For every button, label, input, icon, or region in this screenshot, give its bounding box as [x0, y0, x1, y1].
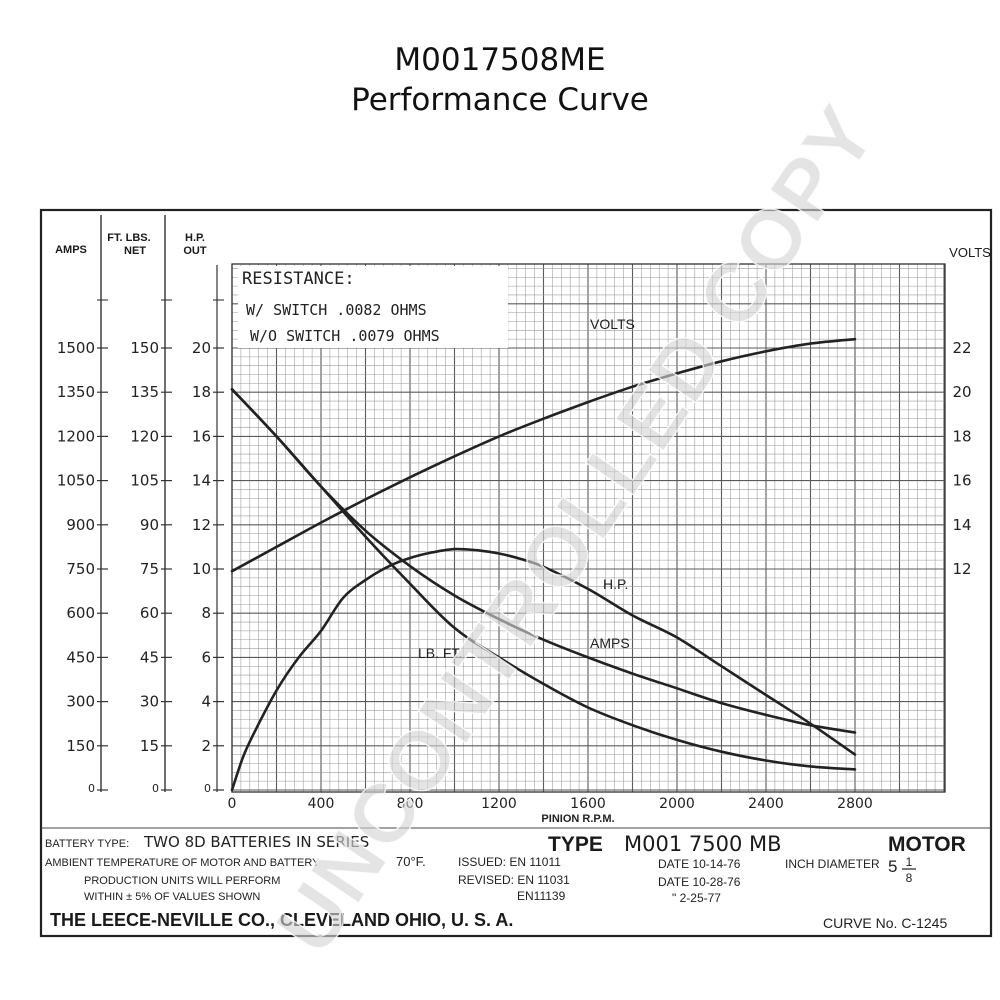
- x-tick-label: 800: [397, 796, 424, 812]
- y-tick-label-ft-lbs: 75: [140, 560, 159, 578]
- lbft-curve-label: LB. FT.: [418, 645, 462, 661]
- amps-axis-header: AMPS: [55, 244, 87, 256]
- volts-axis-header: VOLTS: [949, 245, 991, 260]
- y-tick-label-amps: 900: [66, 516, 95, 534]
- footer-battery-line: BATTERY TYPE: TWO 8D BATTERIES IN SERIES: [45, 833, 369, 851]
- y-tick-label-ft-lbs: 90: [140, 516, 159, 534]
- y-tick-label-ft-lbs: 105: [130, 472, 159, 490]
- resistance-without-switch: W/O SWITCH .0079 OHMS: [250, 327, 440, 345]
- x-axis-title: PINION R.P.M.: [541, 813, 614, 825]
- revised-en: REVISED: EN 11031: [458, 873, 570, 887]
- type-label: TYPE: [548, 833, 603, 856]
- page-title: M0017508ME: [394, 42, 606, 78]
- y-tick-label-ft-lbs: 120: [130, 427, 159, 445]
- y-tick-label-amps: 450: [66, 648, 95, 666]
- y-tick-label-amps: 1200: [57, 427, 95, 445]
- y-tick-label-ft-lbs: 135: [130, 383, 159, 401]
- y-tick-label-amps: 600: [66, 604, 95, 622]
- series-line-h-p: [230, 547, 857, 792]
- y-tick-label-amps: 1500: [57, 339, 95, 357]
- amps-curve-label: AMPS: [590, 635, 630, 651]
- volts-curve-label: VOLTS: [590, 316, 635, 332]
- x-tick-label: 1600: [570, 796, 606, 812]
- y-tick-label-amps: 1050: [57, 472, 95, 490]
- production-note-line1: PRODUCTION UNITS WILL PERFORM: [84, 875, 280, 887]
- hp-curve-label: H.P.: [603, 576, 628, 592]
- y-tick-label-hp: 20: [192, 339, 211, 357]
- issued-en: ISSUED: EN 11011: [458, 855, 561, 869]
- y-tick-label-ft-lbs: 30: [140, 693, 159, 711]
- x-tick-label: 2400: [748, 796, 784, 812]
- sheet-border: [39, 208, 993, 938]
- date-revised: DATE 10-28-76: [658, 875, 741, 889]
- y-tick-label-hp: 16: [192, 427, 211, 445]
- volts-tick-label: 20: [952, 383, 971, 401]
- curve-number: CURVE No. C-1245: [823, 915, 947, 931]
- plot-frame: [231, 263, 946, 793]
- x-tick-label: 2800: [837, 796, 873, 812]
- y-tick-label-ft-lbs: 15: [140, 737, 159, 755]
- y-tick-label-amps: 300: [66, 693, 95, 711]
- motor-label: MOTOR: [888, 833, 966, 856]
- page-header: M0017508ME Performance Curve: [0, 40, 1000, 120]
- y-tick-label-hp: 10: [192, 560, 211, 578]
- y-tick-label-hp: 12: [192, 516, 211, 534]
- y-tick-label-ft-lbs: 60: [140, 604, 159, 622]
- y-tick-label-hp: 0: [204, 782, 211, 795]
- battery-type-value: TWO 8D BATTERIES IN SERIES: [143, 833, 369, 851]
- x-tick-label: 1200: [481, 796, 517, 812]
- ftlbs-axis-header-2: NET: [124, 245, 146, 257]
- y-tick-label-hp: 18: [192, 383, 211, 401]
- resistance-label: RESISTANCE:: [242, 269, 355, 289]
- volts-tick-label: 16: [952, 472, 971, 490]
- x-tick-label: 400: [308, 796, 335, 812]
- hp-axis-header: H.P.: [185, 232, 205, 244]
- date-issued: DATE 10-14-76: [658, 857, 741, 871]
- volts-tick-label: 22: [952, 339, 971, 357]
- series-line-volts: [230, 337, 857, 573]
- inch-diameter-denominator: 8: [906, 871, 913, 885]
- y-tick-label-amps: 750: [66, 560, 95, 578]
- x-tick-label: 2000: [659, 796, 695, 812]
- y-tick-label-amps: 150: [66, 737, 95, 755]
- series-line-lb-ft: [230, 388, 857, 771]
- company-name: THE LEECE-NEVILLE CO., CLEVELAND OHIO, U…: [50, 910, 513, 930]
- page-subtitle: Performance Curve: [351, 82, 649, 118]
- x-tick-label: 0: [228, 796, 237, 812]
- y-tick-label-amps: 0: [88, 782, 95, 795]
- chart-series: [230, 337, 857, 792]
- volts-tick-label: 14: [952, 516, 971, 534]
- production-note-line2: WITHIN ± 5% OF VALUES SHOWN: [84, 891, 260, 903]
- resistance-box: [238, 266, 508, 348]
- volts-tick-label: 12: [952, 560, 971, 578]
- inch-diameter-label: INCH DIAMETER: [785, 857, 880, 871]
- revised-en-2: EN11139: [517, 889, 566, 903]
- y-tick-label-hp: 4: [201, 693, 211, 711]
- y-tick-label-hp: 2: [201, 737, 211, 755]
- y-tick-label-hp: 6: [201, 648, 211, 666]
- y-tick-label-ft-lbs: 0: [152, 782, 159, 795]
- ambient-temperature-label: AMBIENT TEMPERATURE OF MOTOR AND BATTERY: [45, 857, 320, 869]
- y-tick-label-hp: 14: [192, 472, 211, 490]
- inch-diameter-whole: 5: [888, 857, 897, 876]
- ambient-temperature-value: 70°F.: [396, 854, 426, 869]
- battery-type-label: BATTERY TYPE:: [45, 838, 129, 850]
- volts-tick-label: 18: [952, 427, 971, 445]
- y-tick-label-ft-lbs: 45: [140, 648, 159, 666]
- date-revised-2: " 2-25-77: [672, 891, 721, 905]
- y-tick-label-ft-lbs: 150: [130, 339, 159, 357]
- y-tick-label-amps: 1350: [57, 383, 95, 401]
- ftlbs-axis-header: FT. LBS.: [107, 232, 150, 244]
- chart-axes: 0 400 800 1200 1600 2000 2400 28000150300450600…: [57, 299, 972, 812]
- y-tick-label-hp: 8: [201, 604, 211, 622]
- inch-diameter-numerator: 1: [906, 855, 913, 869]
- resistance-with-switch: W/ SWITCH .0082 OHMS: [246, 301, 427, 319]
- hp-axis-header-2: OUT: [183, 245, 207, 257]
- type-value: M001 7500 MB: [624, 832, 782, 856]
